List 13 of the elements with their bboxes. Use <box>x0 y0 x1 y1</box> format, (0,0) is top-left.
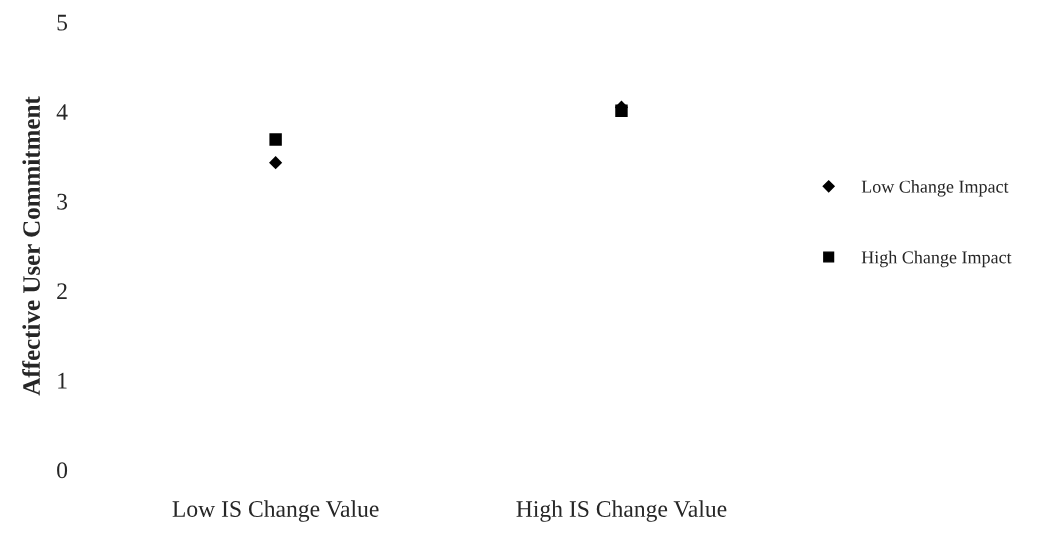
y-tick-label: 2 <box>57 283 67 299</box>
y-tick-label: 4 <box>56 104 68 120</box>
y-tick-label: 3 <box>57 193 68 210</box>
x-tick-label: High IS Change Value <box>516 500 727 522</box>
x-tick-label: Low IS Change Value <box>172 500 379 522</box>
legend-label: Low Change Impact <box>861 180 1009 197</box>
point <box>269 156 283 170</box>
y-tick-label: 5 <box>57 14 68 31</box>
legend-label: High Change Impact <box>861 250 1012 268</box>
y-tick-label: 0 <box>57 462 68 479</box>
y-tick-label: 1 <box>58 372 67 389</box>
point <box>269 133 282 146</box>
y-axis-title: Affective User Commitment <box>22 96 40 396</box>
